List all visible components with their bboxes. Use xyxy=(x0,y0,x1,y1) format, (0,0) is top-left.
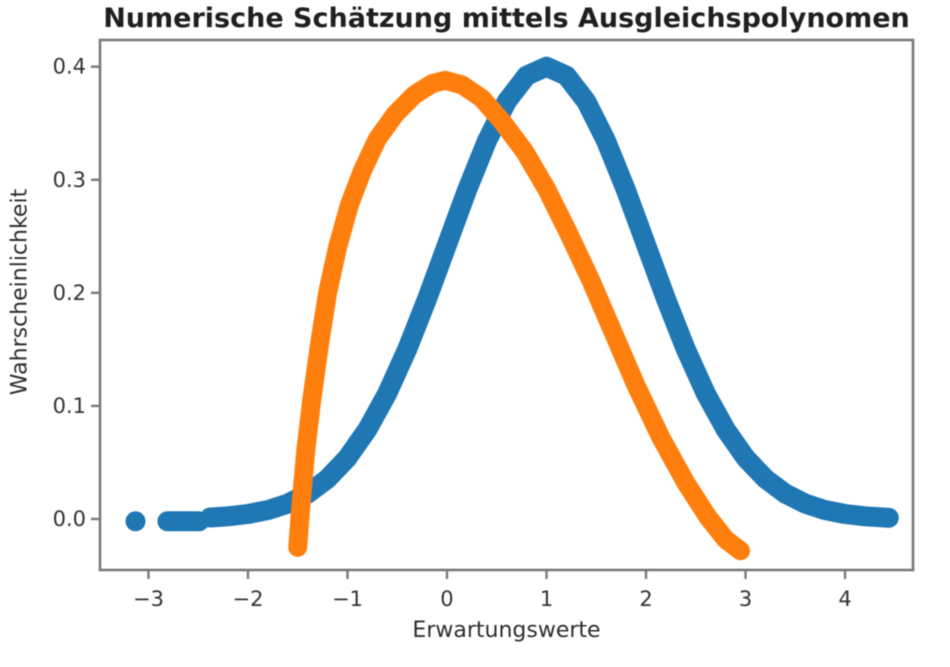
y-tick-label: 0.3 xyxy=(53,168,86,192)
x-tick-label: −2 xyxy=(232,587,263,611)
y-tick-label: 0.0 xyxy=(53,507,86,531)
x-tick-label: 2 xyxy=(639,587,652,611)
x-tick-label: 0 xyxy=(440,587,453,611)
plot-frame xyxy=(98,38,915,572)
x-tick-label: −3 xyxy=(133,587,164,611)
polynomial-fit-series xyxy=(288,70,750,561)
x-tick-label: 1 xyxy=(540,587,553,611)
x-axis-label: Erwartungswerte xyxy=(412,618,601,643)
x-tick-label: 4 xyxy=(838,587,851,611)
x-tick-label: 3 xyxy=(739,587,752,611)
y-tick-label: 0.2 xyxy=(53,281,86,305)
x-tick-label: −1 xyxy=(332,587,363,611)
gaussian-scatter-series xyxy=(200,56,899,528)
gaussian-scatter-series-dot xyxy=(125,511,146,532)
chart-title: Numerische Schätzung mittels Ausgleichsp… xyxy=(103,3,910,34)
y-tick-label: 0.4 xyxy=(53,55,86,79)
y-tick-label: 0.1 xyxy=(53,394,86,418)
